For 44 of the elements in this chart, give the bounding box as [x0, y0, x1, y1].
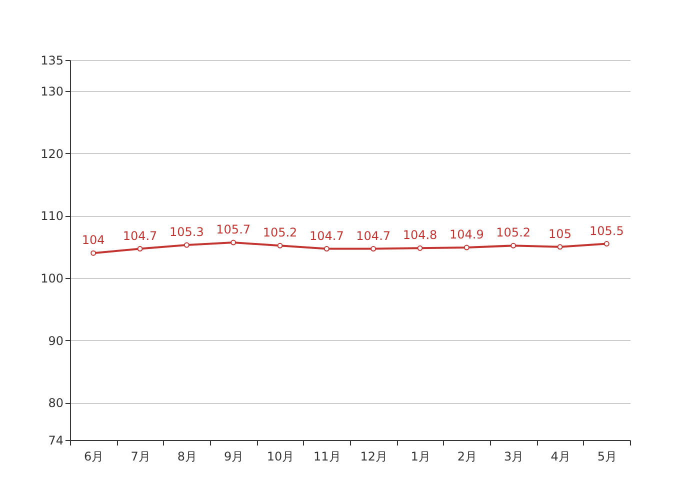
point — [510, 242, 516, 248]
x-tick-label: 9月 — [224, 450, 244, 464]
y-tick-label: 90 — [48, 334, 64, 348]
data-label: 105.2 — [496, 226, 531, 240]
x-tick-label: 7月 — [130, 450, 150, 464]
point — [277, 242, 283, 248]
x-tick-label: 3月 — [504, 450, 524, 464]
point — [90, 250, 96, 256]
point — [184, 242, 190, 248]
point — [370, 246, 376, 252]
data-label: 104.7 — [122, 228, 158, 243]
point — [604, 241, 610, 246]
x-tick-label: 11月 — [314, 450, 341, 464]
x-tick-label: 8月 — [177, 450, 197, 464]
data-label: 104.9 — [449, 228, 484, 242]
x-tick-label: 6月 — [84, 450, 104, 464]
y-tick-label: 80 — [48, 396, 64, 410]
y-tick-label: 100 — [40, 272, 64, 286]
data-label: 104.7 — [309, 228, 344, 243]
data-label: 105.7 — [216, 222, 251, 237]
point — [417, 245, 423, 251]
y-tick-label: 135 — [40, 54, 64, 68]
data-label: 105.3 — [169, 225, 204, 240]
point — [464, 244, 470, 250]
x-tick-label: 5月 — [597, 450, 617, 464]
y-tick-label: 110 — [40, 209, 64, 224]
y-tick-label: 74 — [48, 434, 64, 448]
x-tick-label: 10月 — [266, 450, 294, 464]
y-tick-label: 120 — [40, 146, 64, 161]
point — [557, 244, 563, 250]
data-label: 105 — [548, 226, 572, 241]
data-label: 104.8 — [402, 228, 438, 242]
point — [137, 246, 143, 252]
data-label: 104 — [82, 233, 105, 248]
x-tick-label: 12月 — [360, 450, 388, 464]
data-label: 104.7 — [356, 228, 391, 243]
x-tick-label: 1月 — [410, 450, 430, 464]
x-tick-label: 4月 — [550, 450, 570, 464]
data-label: 105.2 — [262, 226, 298, 240]
point — [324, 246, 330, 252]
data-label: 105.5 — [589, 224, 624, 238]
y-tick-label: 130 — [40, 84, 64, 99]
x-tick-label: 2月 — [457, 450, 477, 464]
point — [230, 240, 236, 246]
